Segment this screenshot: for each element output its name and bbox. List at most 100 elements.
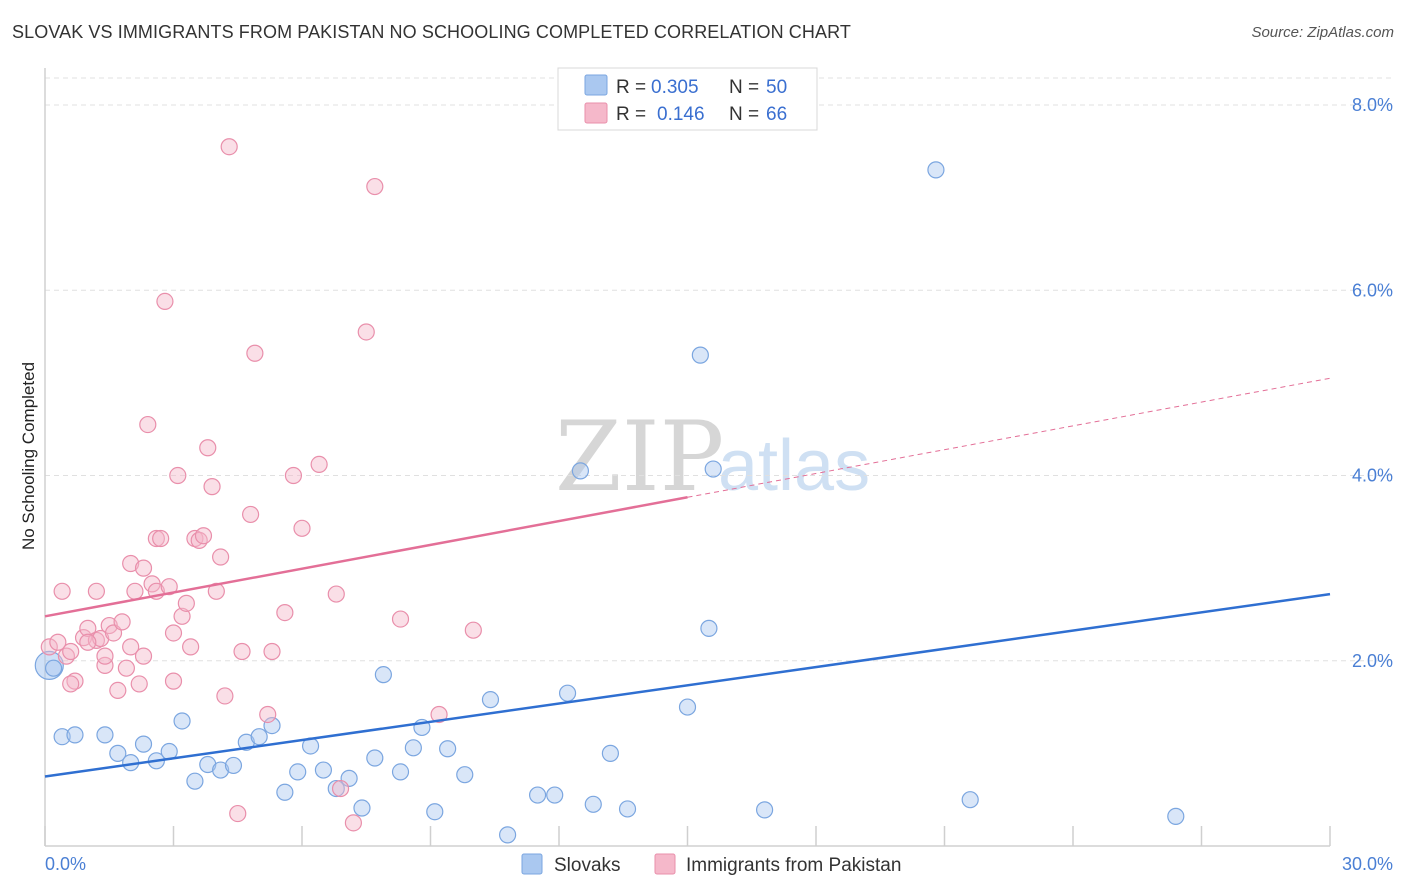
pakistan-point bbox=[139, 415, 157, 434]
series-legend: Slovaks Immigrants from Pakistan bbox=[521, 853, 901, 876]
y-axis-label: No Schooling Completed bbox=[19, 362, 38, 550]
slovaks-point bbox=[224, 756, 243, 775]
pakistan-point bbox=[122, 638, 140, 656]
pakistan-point bbox=[233, 642, 251, 661]
bottom-legend-swatch-slovaks bbox=[521, 853, 543, 875]
slovaks-point bbox=[353, 799, 371, 817]
pakistan-point bbox=[79, 633, 97, 651]
slovaks-point bbox=[528, 786, 547, 804]
pakistan-point bbox=[169, 466, 187, 485]
pakistan-point bbox=[199, 439, 217, 457]
bottom-legend-label-slovaks: Slovaks bbox=[554, 855, 621, 876]
pakistan-point bbox=[147, 529, 165, 548]
slovaks-point bbox=[426, 803, 444, 821]
pakistan-point bbox=[344, 814, 362, 832]
x-tick-marks bbox=[44, 826, 1331, 846]
legend-n-value-pakistan: 66 bbox=[766, 104, 787, 125]
pakistan-point bbox=[276, 603, 294, 622]
pakistan-point bbox=[327, 585, 345, 603]
x-tick-label-max: 30.0% bbox=[1342, 854, 1393, 874]
watermark-atlas-text: atlas bbox=[718, 426, 870, 506]
pakistan-point bbox=[366, 177, 384, 196]
trend-layer bbox=[44, 377, 1331, 778]
pakistan-point bbox=[357, 323, 375, 341]
slovaks-point bbox=[439, 740, 457, 758]
pakistan-point bbox=[430, 705, 448, 724]
legend-n-label-slovaks: N = bbox=[729, 77, 759, 98]
legend-r-label-pakistan: R = bbox=[616, 104, 646, 125]
pakistan-point bbox=[310, 455, 328, 474]
watermark: ZIP atlas bbox=[555, 401, 870, 513]
slovaks-point bbox=[289, 763, 307, 781]
slovaks-point bbox=[96, 726, 114, 744]
grid-layer: 2.0% 4.0% 6.0% 8.0% bbox=[45, 77, 1393, 671]
pakistan-point bbox=[130, 675, 148, 693]
slovaks-point bbox=[456, 766, 474, 784]
pakistan-point bbox=[126, 582, 144, 600]
y-tick-label: 6.0% bbox=[1352, 280, 1393, 300]
pakistan-point bbox=[203, 478, 221, 496]
pakistan-point bbox=[92, 629, 110, 648]
x-tick-label-min: 0.0% bbox=[45, 854, 86, 874]
pakistan-point bbox=[164, 672, 183, 690]
pakistan-point bbox=[182, 638, 200, 656]
slovaks-point bbox=[700, 619, 718, 637]
pakistan-point bbox=[212, 548, 230, 566]
slovaks-point bbox=[704, 460, 722, 478]
slovaks-point bbox=[66, 726, 84, 744]
pakistan-point bbox=[246, 344, 264, 362]
slovaks-point bbox=[199, 755, 217, 774]
slovaks-point bbox=[391, 763, 410, 781]
pakistan-point bbox=[96, 656, 114, 674]
bottom-legend-label-pakistan: Immigrants from Pakistan bbox=[686, 855, 901, 876]
pakistan-point bbox=[122, 554, 140, 573]
y-tick-label: 4.0% bbox=[1352, 466, 1393, 486]
slovaks-point bbox=[691, 346, 709, 364]
pakistan-point bbox=[152, 529, 170, 548]
slovaks-point bbox=[618, 800, 637, 818]
slovaks-point bbox=[374, 666, 392, 684]
slovaks-point bbox=[44, 659, 63, 677]
pakistan-point bbox=[109, 681, 127, 700]
pakistan-point bbox=[293, 519, 311, 537]
slovaks-point bbox=[109, 744, 127, 762]
chart-title: SLOVAK VS IMMIGRANTS FROM PAKISTAN NO SC… bbox=[12, 22, 851, 42]
bottom-legend-swatch-pakistan bbox=[654, 853, 676, 875]
pakistan-point bbox=[87, 582, 106, 600]
pakistan-point bbox=[79, 619, 97, 637]
pakistan-point bbox=[220, 138, 238, 156]
slovaks-point bbox=[250, 728, 268, 746]
legend-r-value-pakistan: 0.146 bbox=[657, 104, 705, 125]
slovaks-point bbox=[601, 744, 620, 762]
pakistan-point bbox=[216, 687, 234, 705]
pakistan-point bbox=[177, 594, 195, 612]
pakistan-point bbox=[62, 642, 80, 661]
slovaks-point bbox=[584, 795, 602, 813]
slovaks-point bbox=[927, 161, 945, 179]
slovaks-point bbox=[34, 650, 64, 680]
pakistan-point bbox=[331, 779, 350, 798]
pakistan-trend-line bbox=[44, 496, 688, 618]
pakistan-point bbox=[40, 638, 58, 656]
pakistan-point bbox=[242, 505, 260, 524]
slovaks-point bbox=[366, 749, 384, 767]
y-tick-label: 8.0% bbox=[1352, 95, 1393, 115]
pakistan-point bbox=[117, 659, 135, 677]
pakistan-point bbox=[113, 613, 131, 631]
pakistan-point bbox=[464, 621, 482, 639]
slovaks-point bbox=[499, 826, 517, 844]
pakistan-point bbox=[173, 607, 191, 625]
pakistan-point bbox=[62, 675, 80, 693]
slovaks-point bbox=[481, 691, 500, 709]
pakistan-point bbox=[164, 624, 183, 642]
pakistan-point bbox=[229, 804, 247, 823]
slovaks-point bbox=[263, 716, 281, 735]
slovaks-point bbox=[53, 728, 71, 746]
slovaks-point bbox=[276, 783, 294, 801]
slovaks-point bbox=[678, 698, 697, 716]
legend-r-label-slovaks: R = bbox=[616, 77, 646, 98]
pakistan-point bbox=[134, 559, 153, 577]
slovaks-point bbox=[546, 786, 564, 804]
pakistan-point bbox=[156, 292, 174, 310]
